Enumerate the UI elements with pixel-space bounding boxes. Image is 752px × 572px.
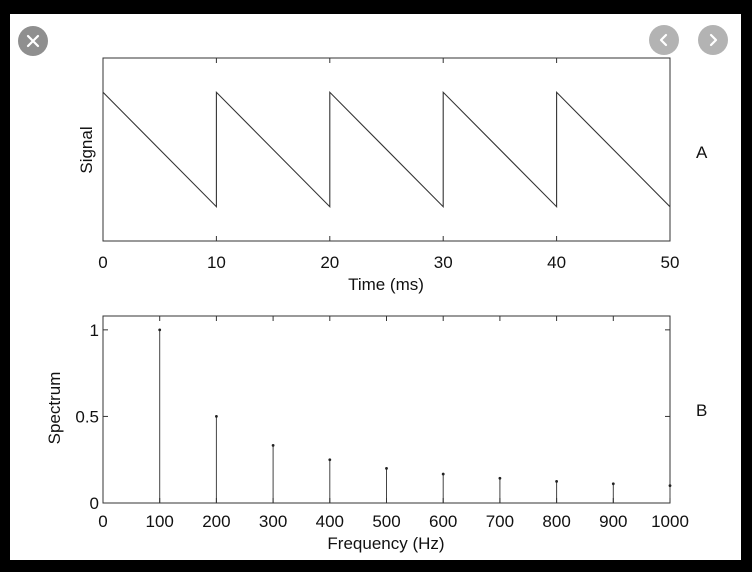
image-frame [10, 14, 741, 560]
panel-b-x-tick-label: 200 [202, 512, 230, 531]
panel-b-x-tick-label: 0 [98, 512, 107, 531]
panel-a-x-ticks: 0 10 20 30 40 50 [98, 58, 679, 272]
panel-a-x-tick-label: 40 [547, 253, 566, 272]
panel-a-label: A [696, 143, 708, 162]
panel-b-x-tick-label: 700 [486, 512, 514, 531]
close-button[interactable] [18, 26, 48, 56]
panel-b-y-tick-label: 0 [90, 494, 99, 513]
panel-b-y-tick-label: 0.5 [75, 407, 99, 426]
panel-b-ylabel: Spectrum [45, 372, 64, 445]
panel-a-signal-line [102, 90, 671, 209]
next-button[interactable] [698, 25, 728, 55]
panel-b-stem-marker [441, 472, 445, 476]
panel-a-x-tick-label: 0 [98, 253, 107, 272]
previous-button[interactable] [649, 25, 679, 55]
panel-b-x-tick-label: 600 [429, 512, 457, 531]
panel-b-x-tick-label: 100 [146, 512, 174, 531]
panel-b-x-tick-label: 500 [372, 512, 400, 531]
panel-b-x-tick-label: 300 [259, 512, 287, 531]
panel-b-stem-marker [328, 458, 332, 462]
panel-b-stem-marker [668, 484, 672, 488]
close-icon [26, 34, 40, 48]
panel-b-x-ticks: 0 100 200 300 400 500 600 700 800 900 1000 [98, 316, 689, 531]
panel-b-stem-marker [158, 328, 162, 332]
panel-a-xlabel: Time (ms) [348, 275, 424, 294]
panel-a-x-tick-label: 20 [320, 253, 339, 272]
panel-a-x-tick-label: 30 [434, 253, 453, 272]
panel-b-x-tick-label: 900 [599, 512, 627, 531]
panel-b-xlabel: Frequency (Hz) [327, 534, 444, 553]
panel-b-stem-marker [555, 479, 558, 483]
panel-b-y-ticks: 00.51 [75, 321, 670, 513]
panel-a-x-tick-label: 10 [207, 253, 226, 272]
panel-b-stem-marker [611, 482, 615, 486]
panel-b-stem-marker [271, 443, 275, 447]
panel-a: 0 10 20 30 40 50 Time (ms) Signal A [77, 57, 708, 294]
chevron-right-icon [709, 33, 718, 47]
panel-a-x-tick-label: 50 [661, 253, 680, 272]
panel-a-ylabel: Signal [77, 126, 96, 173]
panel-b-stem-marker [498, 476, 502, 480]
panel-b-stems [158, 328, 672, 503]
panel-b-x-tick-label: 1000 [651, 512, 689, 531]
panel-b-x-tick-label: 400 [316, 512, 344, 531]
panel-b-label: B [696, 401, 707, 420]
chevron-left-icon [659, 33, 668, 47]
panel-a-axes-frame [102, 57, 671, 242]
panel-b: 0 100 200 300 400 500 600 700 800 900 1000 00.51 F… [45, 315, 707, 553]
panel-b-x-tick-label: 800 [542, 512, 570, 531]
panel-b-stem-marker [215, 415, 218, 418]
panel-b-stem-marker [385, 466, 388, 470]
panel-b-y-tick-label: 1 [90, 321, 99, 340]
